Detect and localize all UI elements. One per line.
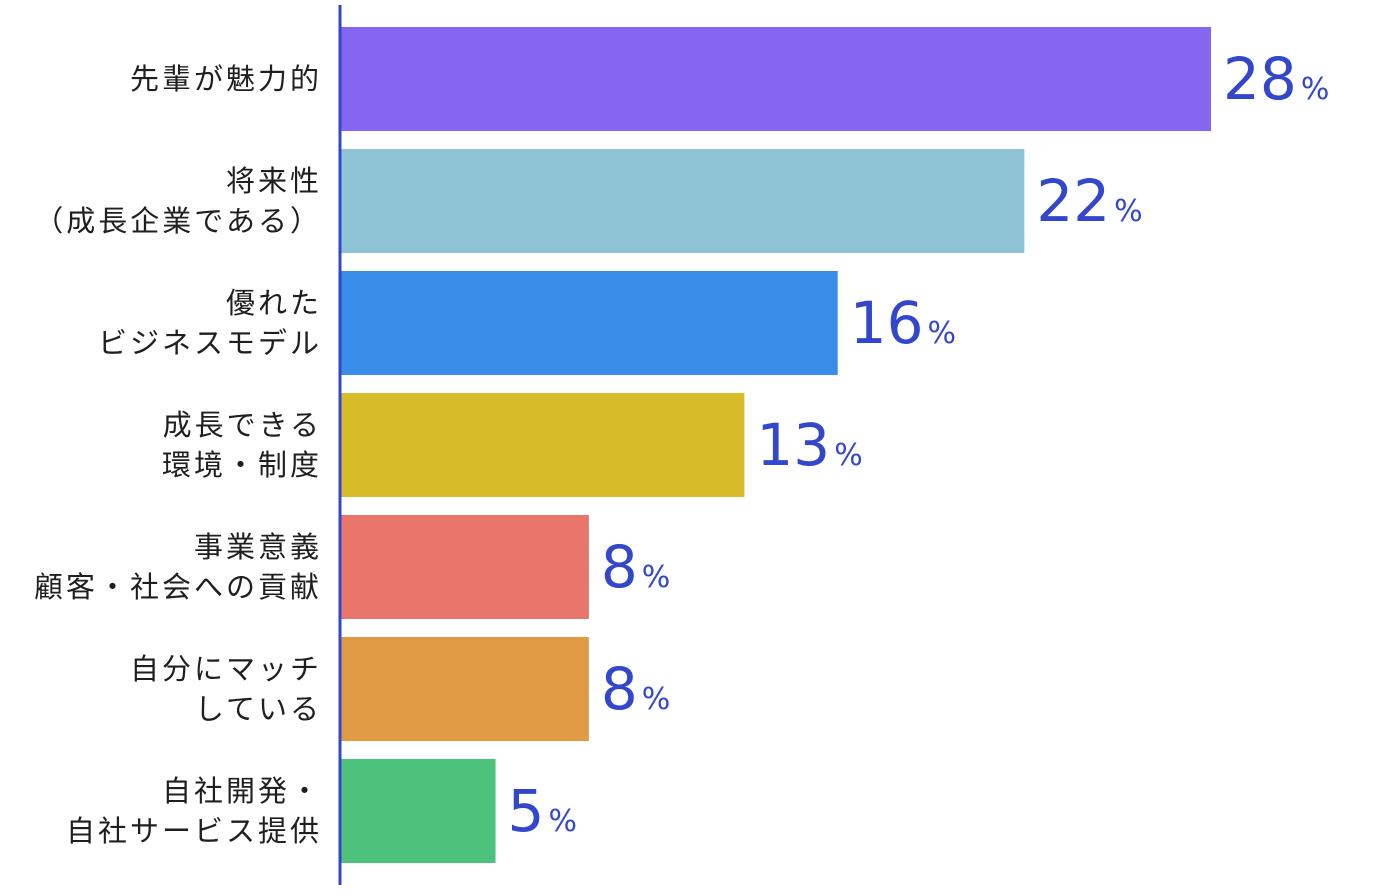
category-label-3-line-0: 成長できる — [163, 408, 322, 442]
value-number-2: 16 — [850, 289, 924, 357]
bar-2 — [340, 271, 838, 375]
bar-0 — [340, 27, 1211, 131]
value-number-5: 8 — [601, 655, 638, 723]
category-label-6-line-0: 自社開発・ — [162, 774, 322, 808]
category-label-4-line-0: 事業意義 — [194, 530, 322, 564]
value-label-1: 22% — [1036, 167, 1142, 235]
bar-3 — [340, 393, 745, 497]
value-label-2: 16% — [850, 289, 956, 357]
category-label-5-line-1: している — [195, 692, 322, 726]
bars-group — [340, 27, 1211, 863]
value-unit-1: % — [1114, 194, 1143, 229]
category-label-5-line-0: 自分にマッチ — [130, 652, 322, 686]
value-number-3: 13 — [756, 411, 830, 479]
value-label-6: 5% — [508, 777, 577, 845]
value-unit-3: % — [834, 438, 863, 473]
category-label-0-line-0: 先輩が魅力的 — [130, 62, 322, 96]
value-number-6: 5 — [508, 777, 545, 845]
category-label-3-line-1: 環境・制度 — [162, 448, 322, 482]
bar-4 — [340, 515, 589, 619]
bar-5 — [340, 637, 589, 741]
value-label-5: 8% — [601, 655, 670, 723]
category-label-1-line-1: （成長企業である） — [34, 204, 322, 238]
value-number-4: 8 — [601, 533, 638, 601]
category-label-1-line-0: 将来性 — [226, 164, 322, 198]
value-unit-4: % — [642, 560, 671, 595]
value-number-0: 28 — [1223, 45, 1297, 113]
value-label-3: 13% — [756, 411, 862, 479]
category-label-2-line-1: ビジネスモデル — [98, 326, 322, 360]
category-label-6-line-1: 自社サービス提供 — [66, 814, 322, 848]
value-unit-6: % — [548, 804, 577, 839]
value-unit-0: % — [1301, 72, 1330, 107]
category-label-2-line-0: 優れた — [226, 286, 322, 320]
value-labels-group: 28 %22 %16 %13 %8 %8 %5% — [508, 45, 1330, 845]
value-number-1: 22 — [1036, 167, 1110, 235]
value-unit-2: % — [928, 316, 957, 351]
bar-6 — [340, 759, 496, 863]
bar-1 — [340, 149, 1025, 253]
value-label-0: 28% — [1223, 45, 1329, 113]
value-label-4: 8% — [601, 533, 670, 601]
value-unit-5: % — [642, 682, 671, 717]
category-label-4-line-1: 顧客・社会への貢献 — [34, 570, 322, 604]
